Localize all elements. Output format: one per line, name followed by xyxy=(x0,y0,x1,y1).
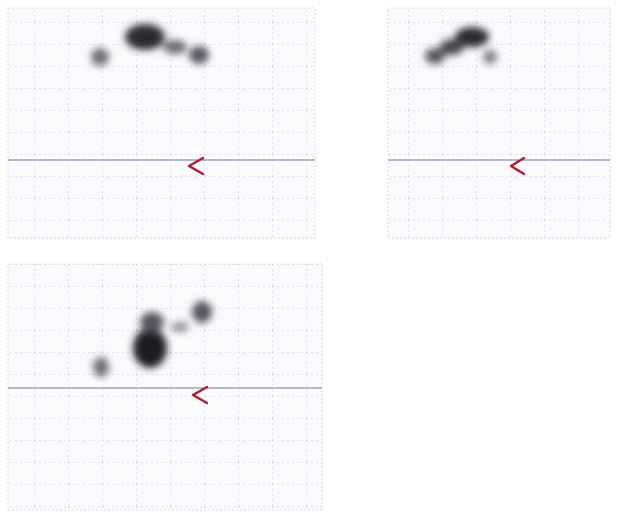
grid xyxy=(388,8,610,238)
panel xyxy=(8,8,315,238)
grid xyxy=(8,264,322,510)
gel-figure xyxy=(0,0,624,513)
panel xyxy=(388,8,610,238)
panel xyxy=(8,264,322,510)
